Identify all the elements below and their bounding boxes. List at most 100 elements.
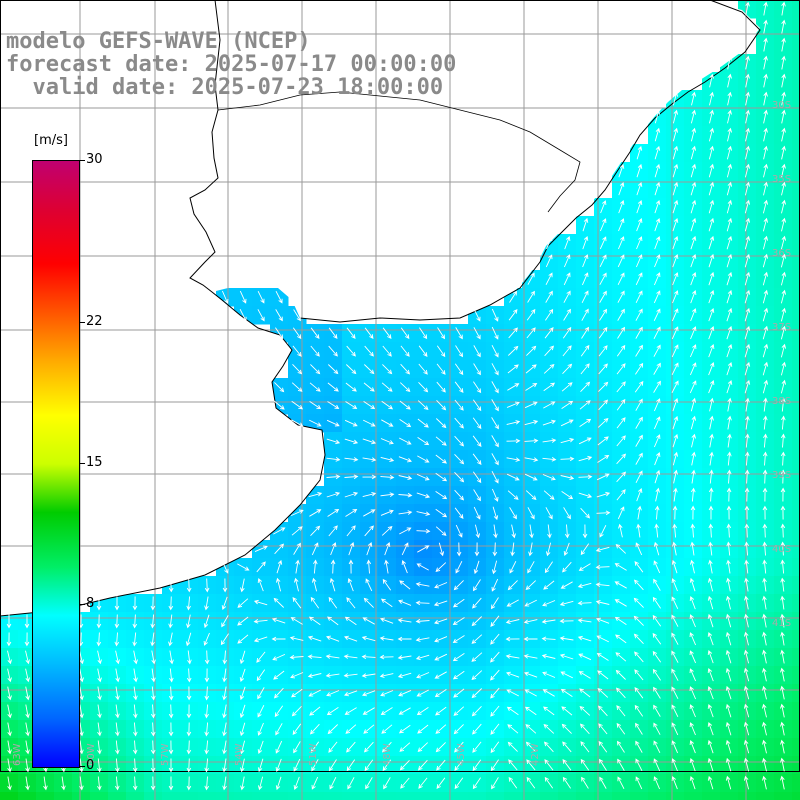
wind-arrow: [474, 542, 480, 557]
wind-arrow: [527, 272, 535, 285]
wind-arrow: [381, 525, 393, 536]
wind-arrow: [690, 505, 696, 520]
wind-arrow: [186, 578, 192, 593]
wind-arrow: [780, 253, 787, 268]
wind-arrow: [744, 271, 751, 286]
wind-arrow: [326, 474, 341, 480]
wind-arrow: [435, 472, 448, 482]
wind-arrow: [168, 776, 174, 791]
wind-arrow: [615, 669, 626, 680]
wind-cell: [792, 18, 800, 37]
wind-arrow: [381, 724, 393, 734]
wind-arrow: [345, 724, 357, 734]
wind-arrow: [563, 507, 571, 520]
wind-arrow: [400, 777, 410, 789]
wind-cell: [792, 108, 800, 127]
wind-arrow: [490, 615, 500, 627]
wind-arrow: [97, 650, 102, 665]
wind-arrow: [435, 418, 447, 429]
wind-arrow: [364, 327, 374, 339]
wind-arrow: [399, 382, 411, 393]
wind-arrow: [25, 650, 30, 665]
wind-arrow: [115, 740, 120, 755]
wind-cell: [288, 792, 307, 800]
wind-arrow: [417, 724, 429, 734]
wind-arrow: [507, 741, 518, 752]
wind-arrow: [525, 741, 536, 753]
wind-arrow: [654, 200, 661, 214]
wind-arrow: [237, 634, 249, 644]
wind-arrow: [151, 668, 156, 683]
wind-arrow: [492, 506, 499, 521]
wind-arrow: [725, 703, 732, 718]
wind-arrow: [744, 505, 750, 520]
wind-arrow: [455, 327, 463, 340]
wind-arrow: [690, 272, 697, 286]
wind-arrow: [276, 559, 283, 574]
wind-arrow: [490, 741, 500, 754]
wind-arrow: [25, 722, 30, 737]
border-line: [217, 91, 581, 213]
wind-arrow: [222, 776, 227, 791]
wind-arrow: [635, 542, 643, 556]
wind-cell: [360, 792, 379, 800]
wind-arrow: [654, 236, 661, 250]
wind-arrow: [655, 487, 660, 502]
wind-arrow: [326, 491, 341, 498]
wind-cell: [108, 792, 127, 800]
wind-arrow: [114, 776, 120, 791]
wind-arrow: [434, 671, 447, 679]
wind-arrow: [745, 433, 750, 448]
wind-arrow: [400, 345, 410, 357]
wind-arrow: [582, 236, 589, 250]
wind-cell: [792, 594, 800, 613]
wind-arrow: [689, 344, 697, 358]
wind-arrow: [361, 673, 376, 678]
wind-arrow: [472, 777, 481, 790]
wind-arrow: [472, 435, 482, 447]
wind-arrow: [708, 362, 715, 376]
wind-arrow: [204, 740, 209, 755]
wind-arrow: [672, 163, 679, 178]
wind-arrow: [636, 523, 641, 538]
wind-arrow: [509, 560, 517, 574]
wind-arrow: [491, 308, 499, 322]
wind-arrow: [762, 649, 767, 664]
wind-cell: [54, 792, 73, 800]
wind-arrow: [363, 741, 374, 753]
wind-arrow: [415, 582, 430, 587]
wind-arrow: [780, 541, 786, 556]
wind-arrow: [598, 723, 608, 735]
wind-arrow: [454, 417, 464, 429]
wind-arrow: [743, 721, 750, 736]
colorbar-tick-label: 0: [86, 758, 95, 773]
wind-arrow: [222, 740, 227, 755]
wind-arrow: [307, 635, 322, 642]
wind-arrow: [132, 776, 138, 791]
wind-arrow: [237, 598, 249, 608]
wind-arrow: [672, 415, 679, 430]
wind-cell: [270, 792, 289, 800]
wind-cell: [792, 504, 800, 523]
wind-arrow: [636, 163, 643, 178]
wind-arrow: [654, 163, 661, 178]
wind-arrow: [726, 199, 733, 214]
wind-arrow: [560, 671, 574, 679]
wind-arrow: [654, 127, 661, 142]
wind-arrow: [763, 37, 768, 52]
wind-arrow: [506, 599, 519, 607]
wind-cell: [792, 54, 800, 73]
wind-arrow: [473, 489, 481, 502]
wind-arrow: [690, 235, 697, 250]
wind-arrow: [346, 525, 356, 537]
wind-arrow: [380, 492, 395, 497]
wind-arrow: [435, 526, 447, 536]
wind-arrow: [597, 670, 609, 680]
wind-arrow: [472, 399, 482, 412]
wind-arrow: [763, 433, 768, 448]
wind-arrow: [150, 776, 156, 791]
wind-arrow: [652, 668, 661, 681]
wind-arrow: [343, 673, 358, 678]
wind-arrow: [780, 631, 785, 646]
wind-arrow: [310, 741, 320, 754]
